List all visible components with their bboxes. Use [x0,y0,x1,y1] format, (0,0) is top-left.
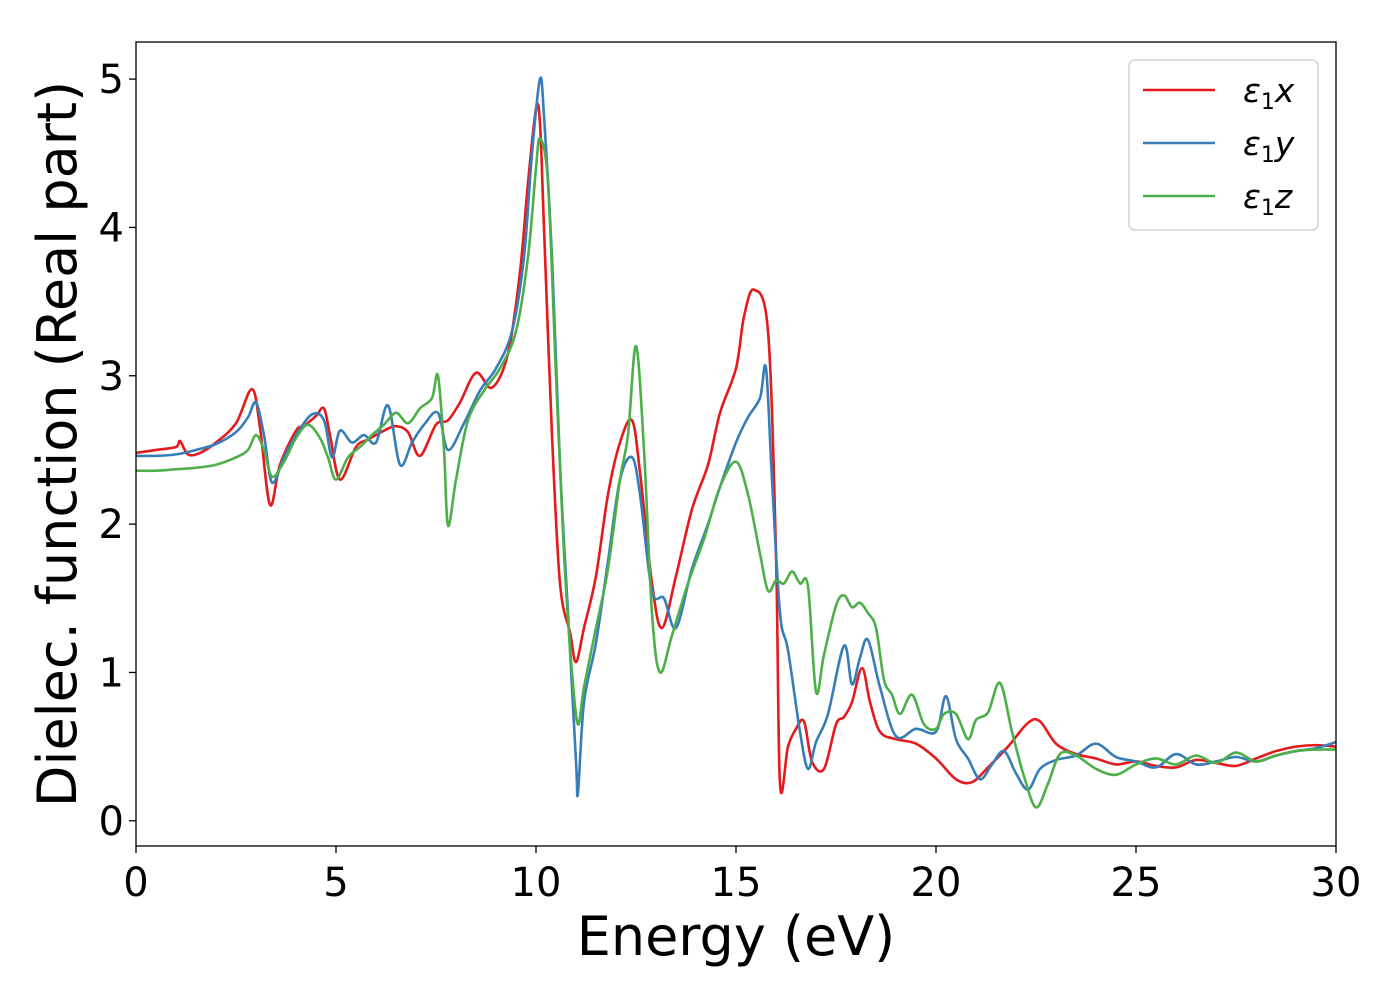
x-tick-label: 0 [123,860,148,906]
x-tick-label: 15 [711,860,762,906]
x-axis-ticks: 0 5 10 15 20 25 30 [123,846,1361,906]
legend-label-x: ε1x [1243,71,1295,115]
y-tick-label: 4 [99,205,124,251]
series-layer [135,76,1337,809]
series-line-z [135,136,1337,809]
x-tick-label: 10 [511,860,562,906]
y-tick-label: 3 [99,354,124,400]
x-tick-label: 30 [1311,860,1362,906]
legend-label-y: ε1y [1243,124,1295,168]
legend: ε1x ε1y ε1z [1128,59,1319,231]
y-tick-label: 1 [99,650,124,696]
x-tick-label: 20 [911,860,962,906]
y-tick-label: 0 [99,799,124,845]
y-axis-ticks: 0 1 2 3 4 5 [99,57,136,845]
x-tick-label: 5 [323,860,348,906]
x-tick-label: 25 [1111,860,1162,906]
y-tick-label: 5 [99,57,124,103]
legend-label-z: ε1z [1243,177,1293,221]
y-tick-label: 2 [99,502,124,548]
y-axis-label: Dielec. function (Real part) [26,81,89,807]
legend-frame [1128,59,1319,231]
x-axis-label: Energy (eV) [577,905,896,968]
